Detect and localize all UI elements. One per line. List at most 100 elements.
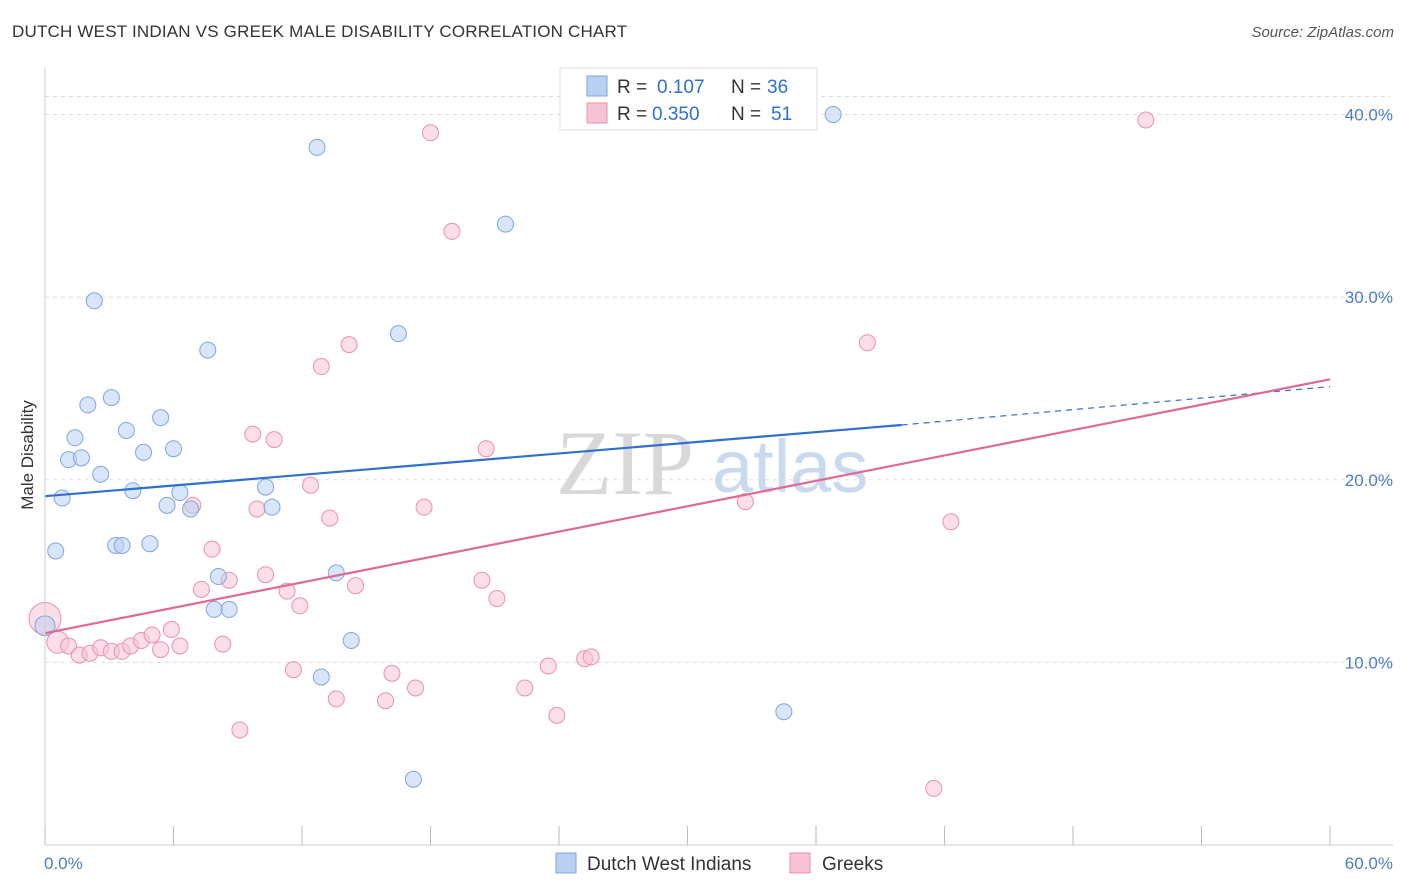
trend-line-dutch-west-indians-extension <box>901 386 1331 426</box>
watermark-zip: ZIP <box>556 412 694 514</box>
dutch-west-indians-point <box>312 668 330 686</box>
greeks-point <box>171 637 189 655</box>
greeks-point <box>377 692 395 710</box>
greeks-point <box>248 500 266 518</box>
greeks-point <box>1137 111 1155 129</box>
greeks-point <box>321 509 339 527</box>
dutch-west-indians-point <box>85 292 103 310</box>
bottom-legend-swatch-pink <box>789 852 811 874</box>
greeks-point <box>143 626 161 644</box>
legend-r-value-1: 0.107 <box>657 77 705 98</box>
greeks-point <box>291 597 309 615</box>
greeks-point <box>415 498 433 516</box>
dutch-west-indians-point <box>158 496 176 514</box>
trend-line-dutch-west-indians <box>44 423 902 498</box>
greeks-point <box>257 566 275 584</box>
bottom-legend-swatch-blue <box>555 852 577 874</box>
dutch-west-indians-point <box>308 138 326 156</box>
greeks-point <box>942 513 960 531</box>
x-tick-label-min: 0.0% <box>44 854 83 873</box>
x-tick-label-max: 60.0% <box>1345 854 1393 873</box>
source-label: Source: ZipAtlas.com <box>1251 24 1394 41</box>
dutch-west-indians-point <box>404 770 422 788</box>
greeks-point <box>539 657 557 675</box>
dutch-west-indians-point <box>496 215 514 233</box>
dutch-west-indians-point <box>199 341 217 359</box>
grid-layer <box>45 96 1390 663</box>
dutch-west-indians-point <box>152 409 170 427</box>
dutch-west-indians-point <box>79 396 97 414</box>
greeks-point <box>244 425 262 443</box>
bottom-legend-label-blue: Dutch West Indians <box>587 854 751 875</box>
dutch-west-indians-point <box>209 568 227 586</box>
y-tick-label: 20.0% <box>1345 471 1393 490</box>
trend-line-greeks <box>44 378 1331 635</box>
legend-r-label-1: R = <box>617 77 647 98</box>
legend-box: R = 0.107 N = 36 R = 0.350 N = 51 <box>559 67 818 131</box>
greeks-point <box>383 664 401 682</box>
greeks-point <box>162 621 180 639</box>
dutch-west-indians-point <box>92 465 110 483</box>
greeks-point <box>312 358 330 376</box>
y-tick-label: 40.0% <box>1345 106 1393 125</box>
greeks-point <box>340 336 358 354</box>
legend-n-label-2: N = <box>731 104 761 125</box>
dutch-west-indians-point <box>327 564 345 582</box>
greeks-point <box>548 706 566 724</box>
greeks-point <box>516 679 534 697</box>
legend-swatch-blue <box>586 75 608 97</box>
series-greeks <box>28 111 1155 797</box>
greeks-point <box>192 580 210 598</box>
greeks-point <box>152 641 170 659</box>
greeks-point <box>265 431 283 449</box>
dutch-west-indians-point <box>257 478 275 496</box>
dutch-west-indians-point <box>117 421 135 439</box>
greeks-point <box>443 222 461 240</box>
legend-n-value-1: 36 <box>767 77 788 98</box>
greeks-point <box>473 571 491 589</box>
greeks-point <box>422 124 439 142</box>
dutch-west-indians-point <box>72 449 90 467</box>
bottom-legend-label-pink: Greeks <box>822 854 883 875</box>
y-tick-label: 10.0% <box>1345 653 1393 672</box>
dutch-west-indians-point <box>102 389 120 407</box>
dutch-west-indians-point <box>342 631 360 649</box>
dutch-west-indians-point <box>66 429 84 447</box>
dutch-west-indians-point <box>775 703 793 721</box>
chart-title: DUTCH WEST INDIAN VS GREEK MALE DISABILI… <box>12 22 628 41</box>
dutch-west-indians-point <box>389 325 407 343</box>
dutch-west-indians-point <box>220 600 238 618</box>
dutch-west-indians-point <box>171 484 189 502</box>
dutch-west-indians-point <box>141 535 159 553</box>
dutch-west-indians-point <box>263 498 281 516</box>
legend-swatch-pink <box>586 102 608 124</box>
greeks-point <box>582 648 600 666</box>
trend-lines <box>44 378 1331 635</box>
dutch-west-indians-point <box>53 489 71 507</box>
greeks-point <box>736 493 754 511</box>
greeks-point <box>302 476 320 494</box>
greeks-point <box>327 690 345 708</box>
legend-r-label-2: R = <box>617 104 647 125</box>
dutch-west-indians-point <box>165 440 182 458</box>
greeks-point <box>214 635 232 653</box>
dutch-west-indians-point <box>113 537 131 555</box>
legend-r-value-2: 0.350 <box>652 104 700 125</box>
dutch-west-indians-point <box>205 600 223 618</box>
legend-n-value-2: 51 <box>771 104 792 125</box>
bottom-legend: Dutch West Indians Greeks <box>555 852 883 875</box>
greeks-point <box>858 334 876 352</box>
greeks-point <box>203 540 221 558</box>
watermark-atlas: atlas <box>712 425 868 508</box>
dutch-west-indians-point <box>47 542 65 560</box>
y-axis-label: Male Disability <box>18 400 37 510</box>
dutch-west-indians-point <box>182 500 200 518</box>
greeks-point <box>925 779 943 797</box>
dutch-west-indians-point <box>135 443 153 461</box>
greeks-point <box>347 577 365 595</box>
dutch-west-indians-point <box>824 106 842 124</box>
greeks-point <box>231 721 249 739</box>
y-tick-label: 30.0% <box>1345 288 1393 307</box>
dutch-west-indians-point <box>124 482 142 500</box>
